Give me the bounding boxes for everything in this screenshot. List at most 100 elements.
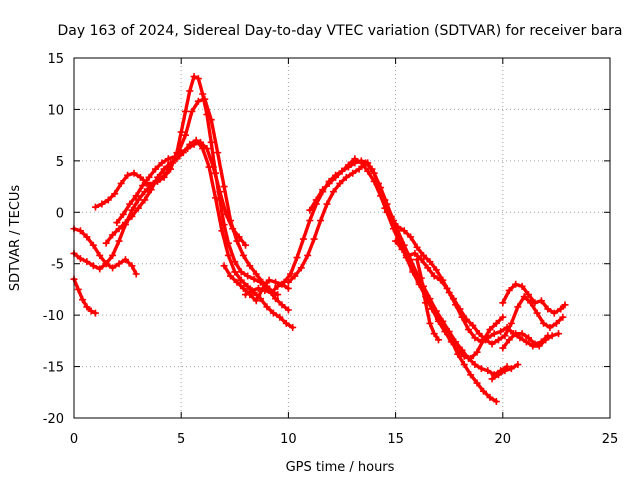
data-point — [96, 265, 104, 273]
y-tick-label: 0 — [56, 206, 64, 221]
data-point — [518, 282, 526, 290]
data-point — [437, 276, 445, 284]
y-axis-ticks: -20 -15 -10 -5 0 5 10 15 — [43, 52, 610, 427]
data-point — [377, 192, 385, 200]
data-point — [469, 321, 477, 329]
data-point — [404, 251, 412, 259]
data-point — [181, 131, 189, 139]
data-point — [477, 338, 485, 346]
series-track-5 — [70, 225, 140, 278]
data-point — [525, 334, 533, 342]
data-point — [207, 138, 215, 146]
data-point — [141, 196, 149, 204]
data-point — [235, 233, 243, 241]
y-tick-label: -10 — [43, 309, 64, 324]
data-point — [499, 344, 507, 352]
series-trace — [104, 138, 295, 330]
data-point — [495, 371, 503, 379]
data-point — [220, 262, 228, 270]
data-point — [462, 315, 470, 323]
data-point — [160, 165, 168, 173]
data-point — [512, 330, 520, 338]
data-point — [398, 245, 406, 253]
series-track-11 — [381, 204, 563, 350]
x-tick-label: 10 — [280, 432, 297, 447]
data-point — [227, 272, 235, 280]
data-point — [486, 393, 494, 401]
data-point — [495, 336, 503, 344]
data-point — [522, 338, 530, 346]
data-point — [252, 297, 260, 305]
data-point — [507, 319, 515, 327]
series-track-9 — [284, 159, 511, 379]
data-point — [132, 192, 140, 200]
data-point — [501, 367, 509, 375]
data-point — [128, 206, 136, 214]
series-track-6 — [113, 138, 250, 249]
data-point — [497, 328, 505, 336]
data-point — [344, 161, 352, 169]
data-point — [113, 219, 121, 227]
data-point — [332, 173, 340, 181]
y-tick-label: 10 — [47, 103, 64, 118]
series-track-2 — [91, 95, 292, 314]
data-point — [201, 95, 209, 103]
data-point — [284, 284, 292, 292]
data-point — [145, 173, 153, 181]
data-point — [154, 173, 162, 181]
data-point — [89, 241, 97, 249]
series-track-12 — [392, 237, 567, 348]
x-tick-label: 0 — [70, 432, 78, 447]
series-track-16 — [488, 361, 522, 383]
data-point — [550, 309, 558, 317]
data-point — [323, 200, 331, 208]
data-point — [83, 233, 91, 241]
data-point — [109, 264, 117, 272]
y-tick-label: -5 — [51, 258, 64, 273]
data-point — [109, 231, 117, 239]
series-trace — [72, 277, 98, 315]
data-point — [184, 145, 192, 153]
data-point — [96, 251, 104, 259]
data-point — [392, 237, 400, 245]
x-tick-label: 25 — [602, 432, 619, 447]
data-point — [546, 323, 554, 331]
data-point — [441, 328, 449, 336]
data-point — [434, 336, 442, 344]
data-point — [514, 303, 522, 311]
data-point — [449, 295, 457, 303]
data-point — [267, 289, 275, 297]
data-point — [83, 258, 91, 266]
data-point — [190, 73, 198, 81]
data-point — [484, 367, 492, 375]
data-point — [505, 336, 513, 344]
data-point — [214, 149, 222, 157]
data-point — [278, 301, 286, 309]
data-point — [248, 286, 256, 294]
data-point — [409, 268, 417, 276]
data-point — [467, 354, 475, 362]
data-point — [265, 276, 273, 284]
data-point — [177, 128, 185, 136]
data-point — [454, 346, 462, 354]
data-point — [306, 217, 314, 225]
series-trace — [243, 159, 499, 404]
data-point — [117, 179, 125, 187]
data-point — [430, 330, 438, 338]
data-point — [306, 206, 314, 214]
data-point — [480, 387, 488, 395]
data-point — [364, 167, 372, 175]
data-point — [141, 188, 149, 196]
data-point — [417, 274, 425, 282]
data-point — [525, 291, 533, 299]
x-axis-label: GPS time / hours — [286, 460, 395, 475]
x-tick-label: 20 — [495, 432, 512, 447]
data-point — [424, 264, 432, 272]
data-point — [147, 186, 155, 194]
data-point — [501, 332, 509, 340]
data-point — [329, 188, 337, 196]
data-point — [128, 262, 136, 270]
data-point — [552, 319, 560, 327]
data-point — [186, 87, 194, 95]
data-point — [499, 313, 507, 321]
